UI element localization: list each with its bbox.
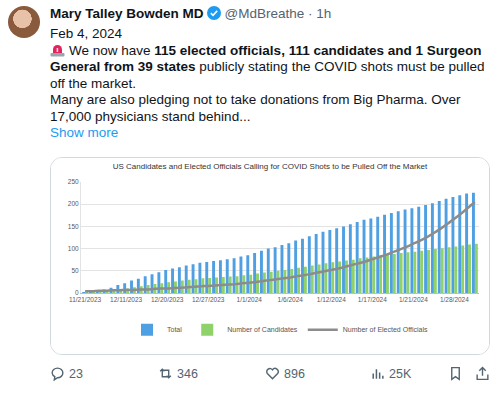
svg-text:1/21/2024: 1/21/2024 — [399, 296, 428, 303]
html-text:@MdBreathe · 1h: @MdBreathe · 1h — [224, 6, 332, 21]
html-text:We now have 115 elected offici: We now have 115 elected officials, 111 c… — [50, 42, 485, 91]
svg-text:12/20/2023: 12/20/2023 — [151, 296, 184, 303]
svg-text:US Candidates and Elected Offi: US Candidates and Elected Officials Call… — [113, 162, 428, 171]
svg-text:Total: Total — [167, 326, 182, 333]
svg-text:1/12/2024: 1/12/2024 — [317, 296, 346, 303]
html-text:Show more: Show more — [50, 125, 119, 140]
svg-text:1/6/2024: 1/6/2024 — [278, 296, 304, 303]
html-text:Mary Talley Bowden MD: Mary Talley Bowden MD — [50, 6, 204, 21]
svg-text:0: 0 — [75, 289, 79, 296]
svg-text:12/27/2023: 12/27/2023 — [192, 296, 225, 303]
svg-text:1/28/2024: 1/28/2024 — [440, 296, 469, 303]
svg-text:11/21/2023: 11/21/2023 — [69, 296, 101, 303]
svg-text:Number of Candidates: Number of Candidates — [227, 326, 298, 333]
svg-text:100: 100 — [68, 245, 79, 252]
svg-text:1/1/2024: 1/1/2024 — [237, 296, 263, 303]
html-text:896: 896 — [284, 366, 305, 381]
svg-text:250: 250 — [68, 178, 79, 185]
svg-text:1/17/2024: 1/17/2024 — [358, 296, 387, 303]
html-text:Feb 4, 2024: Feb 4, 2024 — [50, 26, 123, 41]
svg-text:Number of Elected Officials: Number of Elected Officials — [343, 326, 428, 333]
html-text:25K: 25K — [389, 366, 412, 381]
html-text:23: 23 — [69, 366, 83, 381]
svg-text:200: 200 — [68, 200, 79, 207]
svg-text:12/11/2023: 12/11/2023 — [110, 296, 142, 303]
svg-text:50: 50 — [71, 267, 79, 274]
svg-text:150: 150 — [68, 223, 79, 230]
html-text:Many are also pledging not to: Many are also pledging not to take donat… — [50, 92, 461, 124]
html-text:346: 346 — [177, 366, 198, 381]
